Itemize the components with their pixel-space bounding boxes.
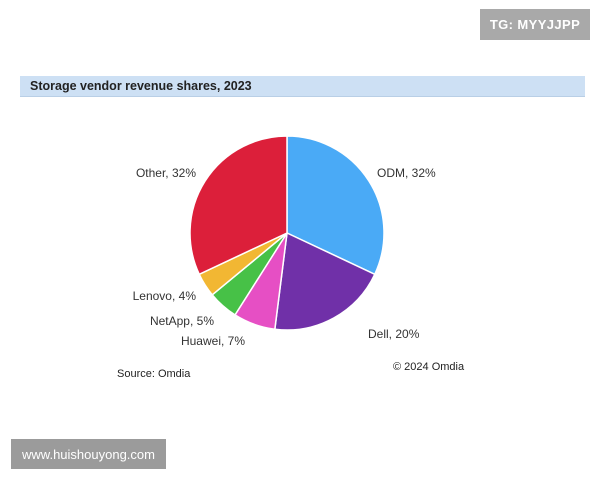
slice-label-other: Other, 32%: [136, 166, 196, 180]
pie-slice-dell: [274, 231, 376, 331]
pie-slice-odm: [286, 135, 385, 276]
pie-slices: [189, 135, 385, 331]
slice-label-netapp: NetApp, 5%: [150, 314, 214, 328]
pie-slice-other: [189, 135, 288, 276]
chart-title-bar: Storage vendor revenue shares, 2023: [20, 76, 585, 97]
slice-label-lenovo: Lenovo, 4%: [133, 289, 197, 303]
watermark-bottom: www.huishouyong.com: [11, 439, 166, 469]
slice-label-huawei: Huawei, 7%: [181, 334, 245, 348]
chart-title: Storage vendor revenue shares, 2023: [30, 79, 252, 93]
slice-label-dell: Dell, 20%: [368, 327, 420, 341]
slice-label-odm: ODM, 32%: [377, 166, 436, 180]
source-note: Source: Omdia: [117, 368, 191, 380]
watermark-top: TG: MYYJJPP: [480, 9, 590, 40]
copyright-note: © 2024 Omdia: [393, 361, 465, 373]
pie-labels: ODM, 32% Dell, 20% Huawei, 7% NetApp, 5% Len…: [133, 166, 436, 348]
